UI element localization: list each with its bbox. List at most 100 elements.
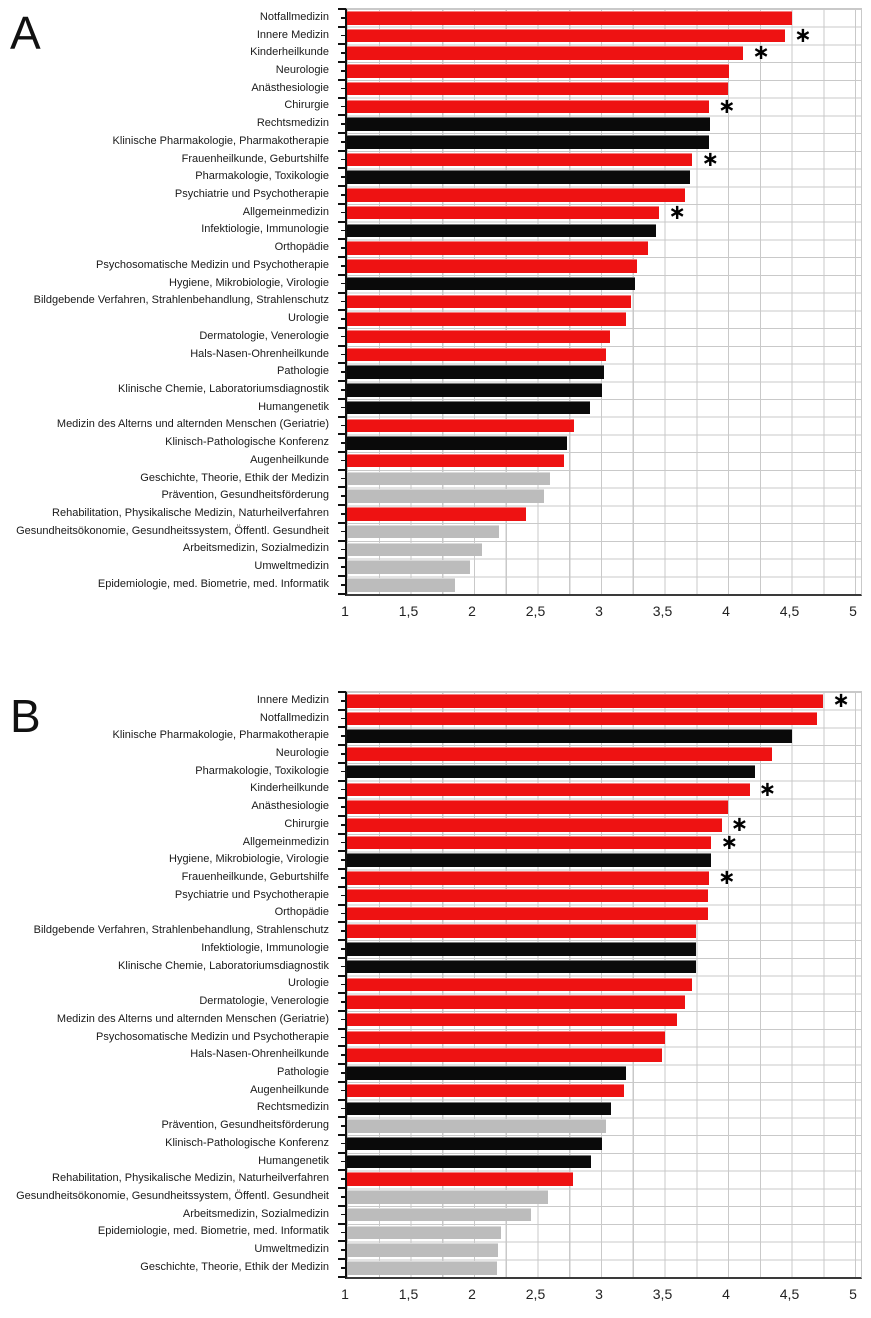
bar (347, 1136, 603, 1151)
category-label: Pathologie (277, 365, 329, 378)
y-axis-minor-tick (341, 1196, 346, 1198)
bar (347, 170, 690, 184)
bar-row (338, 850, 861, 869)
y-axis-tick (338, 8, 346, 10)
category-label: Klinische Chemie, Laboratoriumsdiagnosti… (118, 382, 329, 395)
x-tick-label: 4,5 (779, 603, 800, 619)
y-axis-tick (338, 885, 346, 888)
y-axis-tick (338, 486, 346, 489)
bar-row: ∗ (338, 866, 861, 890)
bar (347, 1172, 574, 1186)
y-axis-tick (338, 744, 346, 747)
y-axis-minor-tick (341, 105, 346, 108)
bar-row (338, 539, 861, 559)
bar (347, 782, 750, 797)
y-axis-tick (338, 1222, 346, 1225)
significance-asterisk: ∗ (752, 41, 770, 65)
bar (347, 436, 567, 450)
y-axis-minor-tick (341, 211, 346, 214)
bar (347, 835, 712, 850)
y-axis-minor-tick (341, 824, 346, 826)
panel-a-letter: A (10, 7, 41, 59)
bar (347, 542, 482, 557)
bar (347, 259, 637, 273)
significance-asterisk: ∗ (717, 866, 736, 890)
y-axis-tick (338, 850, 346, 853)
bar-row (338, 939, 861, 958)
bar-row (338, 362, 861, 381)
y-axis-minor-tick (341, 194, 346, 196)
y-axis-minor-tick (341, 353, 346, 356)
y-axis-minor-tick (341, 406, 346, 409)
bar (347, 28, 786, 43)
y-axis-tick (338, 61, 346, 64)
bar-row (338, 956, 861, 976)
category-label: Klinische Pharmakologie, Pharmakotherapi… (112, 134, 329, 147)
category-label: Arbeitsmedizin, Sozialmedizin (182, 1207, 329, 1220)
bar-row (338, 309, 861, 328)
y-axis-tick (338, 1080, 346, 1083)
bar (347, 1048, 662, 1062)
y-axis-minor-tick (341, 265, 346, 267)
y-axis-tick (338, 433, 346, 436)
y-axis-minor-tick (341, 859, 346, 861)
y-axis-tick (338, 1276, 346, 1278)
bar (347, 188, 685, 202)
category-label: Psychiatrie und Psychotherapie (174, 888, 329, 901)
y-axis-tick (338, 1151, 346, 1154)
category-label: Klinisch-Pathologische Konferenz (165, 1136, 329, 1149)
bar (347, 64, 730, 78)
bar-row: ∗ (338, 814, 861, 835)
category-label: Neurologie (275, 64, 329, 77)
bar (347, 1261, 497, 1275)
y-axis-minor-tick (341, 894, 346, 897)
x-tick-label: 3 (595, 1286, 603, 1302)
y-axis-tick (338, 1133, 346, 1136)
y-axis-tick (338, 397, 346, 400)
bar-row: ∗ (338, 202, 861, 223)
bar-row (338, 726, 861, 745)
y-axis-minor-tick (341, 52, 346, 54)
x-tick-label: 1 (341, 603, 349, 619)
category-label: Augenheilkunde (250, 453, 329, 466)
y-axis-minor-tick (341, 1267, 346, 1269)
bar-row: ∗ (338, 832, 861, 853)
category-label: Hals-Nasen-Ohrenheilkunde (190, 1048, 329, 1061)
category-label: Pharmakologie, Toxikologie (195, 764, 329, 777)
y-axis-tick (338, 1116, 346, 1119)
bar-row (338, 1204, 861, 1224)
category-label: Augenheilkunde (250, 1083, 329, 1096)
category-label: Medizin des Alterns und alternden Mensch… (56, 1012, 329, 1025)
category-label: Psychosomatische Medizin und Psychothera… (96, 258, 329, 271)
bar-row (338, 433, 861, 452)
category-label: Innere Medizin (256, 693, 329, 706)
x-tick-label: 5 (849, 1286, 857, 1302)
y-axis-minor-tick (341, 930, 346, 932)
y-axis-minor-tick (341, 788, 346, 791)
bar-row: ∗ (338, 41, 861, 65)
significance-asterisk: ∗ (832, 689, 850, 712)
category-label: Orthopädie (274, 906, 329, 919)
bar (347, 400, 590, 415)
category-label: Hygiene, Mikrobiologie, Virologie (169, 276, 329, 289)
y-axis-tick (338, 1063, 346, 1066)
y-axis-tick (338, 1045, 346, 1048)
y-axis-tick (338, 1204, 346, 1207)
y-axis-minor-tick (341, 1178, 346, 1180)
bar (347, 1012, 678, 1027)
bar-row (338, 238, 861, 257)
bar-row (338, 1258, 861, 1277)
bar (347, 1101, 612, 1116)
bar (347, 453, 565, 468)
category-label: Dermatologie, Venerologie (199, 329, 329, 342)
significance-asterisk: ∗ (717, 94, 736, 118)
category-label: Urologie (288, 312, 329, 325)
y-axis-minor-tick (341, 1125, 346, 1127)
bar-row (338, 521, 861, 541)
category-label: Frauenheilkunde, Geburtshilfe (181, 152, 329, 165)
bar (347, 694, 824, 708)
significance-asterisk: ∗ (701, 147, 720, 171)
bar-row (338, 1222, 861, 1242)
y-axis-minor-tick (341, 176, 346, 178)
bar-row (338, 1027, 861, 1047)
